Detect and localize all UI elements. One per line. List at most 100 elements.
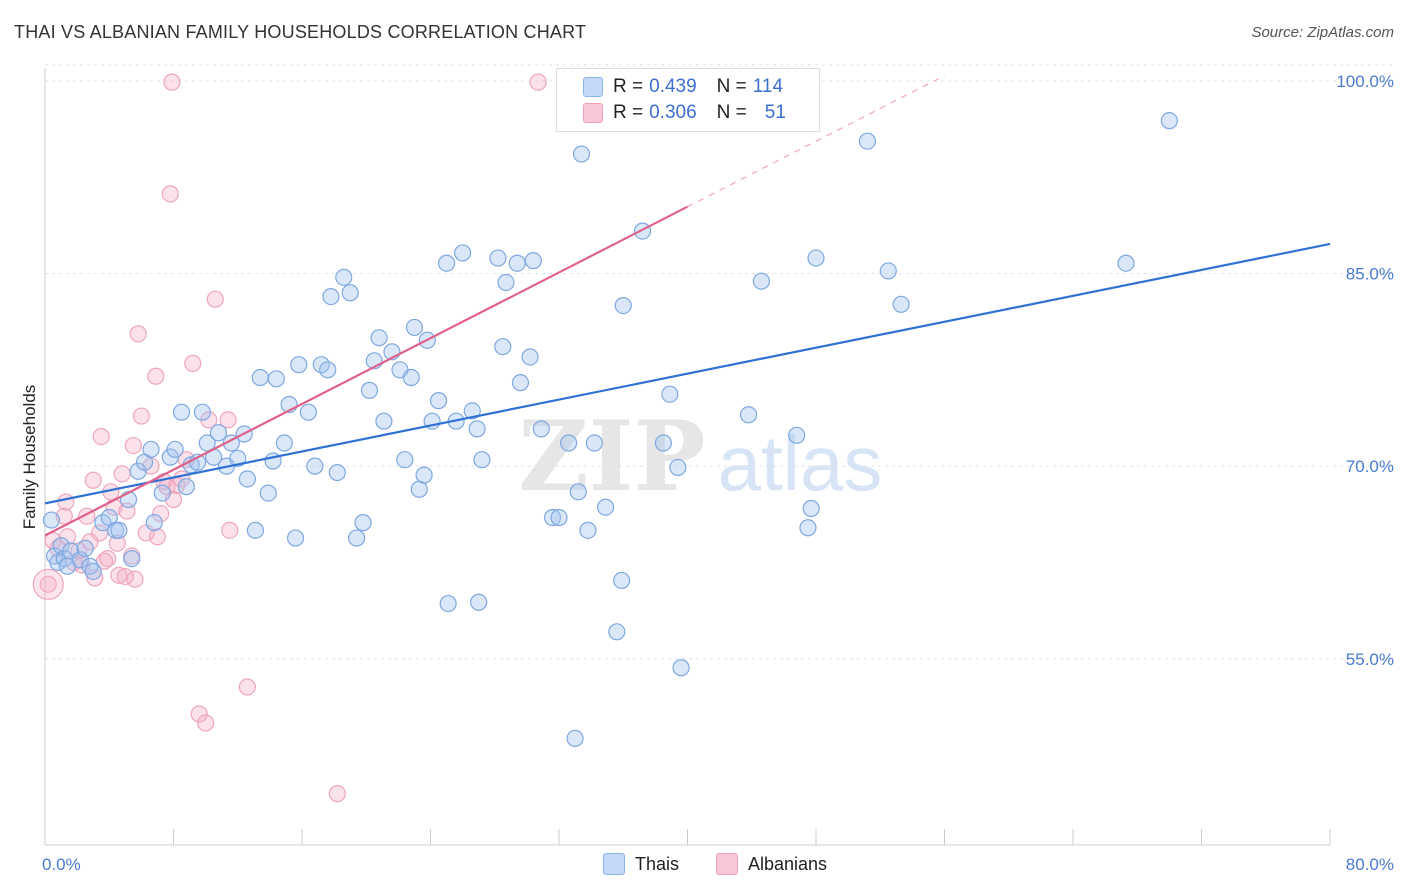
- thais-point: [238, 470, 256, 488]
- thais-point: [193, 403, 212, 421]
- thais-point: [497, 273, 515, 292]
- albanians-point: [184, 354, 202, 372]
- legend-item-thais: Thais: [603, 852, 679, 876]
- thais-point: [166, 440, 184, 459]
- r-value-thais: 0.439: [649, 76, 697, 97]
- albanians-point: [206, 290, 224, 308]
- thais-point: [145, 514, 163, 532]
- thais-point: [370, 329, 388, 347]
- albanians-point: [132, 407, 150, 425]
- albanians-point: [126, 570, 144, 588]
- thais-point: [341, 284, 359, 302]
- albanians-point: [238, 678, 256, 696]
- thais-point: [572, 145, 591, 163]
- thais-point: [84, 562, 102, 581]
- watermark-atlas: atlas: [718, 419, 883, 507]
- albanians-point: [328, 785, 346, 803]
- albanians-point: [529, 73, 547, 91]
- gridlines: [45, 64, 1393, 660]
- y-axis-label: Family Households: [20, 385, 39, 530]
- thais-point: [807, 249, 825, 267]
- thais-point: [405, 318, 424, 337]
- thais-trendline: [44, 242, 1331, 505]
- thais-point: [415, 466, 433, 484]
- albanians-trendline: [44, 205, 689, 537]
- thais-point: [290, 356, 308, 374]
- correlation-legend: R = 0.439 N = 114 R = 0.306 N = 51: [556, 68, 820, 132]
- thais-point: [81, 557, 99, 575]
- thais-point: [596, 498, 615, 516]
- r-label: R =: [613, 76, 644, 97]
- thais-point: [328, 463, 346, 482]
- n-label: N =: [716, 102, 747, 123]
- albanians-point: [39, 575, 57, 593]
- thais-point: [198, 434, 216, 452]
- albanians-legend-label: Albanians: [748, 853, 828, 874]
- thais-point: [473, 451, 491, 469]
- thais-point: [142, 440, 160, 459]
- thais-point: [614, 296, 632, 315]
- x-tick-max: 80.0%: [1346, 855, 1394, 874]
- albanians-point: [113, 465, 131, 483]
- albanians-point: [190, 705, 208, 723]
- thais-point: [454, 244, 472, 262]
- legend-item-albanians: Albanians: [716, 852, 827, 876]
- thais-point: [429, 392, 448, 410]
- albanians-legend-swatch: [716, 853, 738, 875]
- thais-point: [550, 508, 568, 527]
- thais-point: [1160, 112, 1178, 130]
- thais-point: [489, 249, 507, 267]
- albanians-point: [152, 505, 170, 523]
- thais-point: [524, 252, 542, 270]
- albanians-point: [99, 550, 117, 568]
- y-tick-label: 55.0%: [1346, 650, 1394, 669]
- thais-swatch: [583, 77, 603, 97]
- thais-point: [439, 594, 457, 613]
- albanians-point: [58, 528, 77, 546]
- albanians-point: [124, 436, 142, 455]
- y-tick-label: 70.0%: [1346, 457, 1394, 476]
- thais-point: [560, 434, 578, 452]
- r-value-albanians: 0.306: [649, 102, 697, 123]
- thais-point: [286, 529, 305, 547]
- thais-point: [879, 262, 897, 280]
- thais-point: [579, 521, 597, 539]
- thais-point: [153, 484, 171, 502]
- thais-point: [608, 623, 626, 641]
- y-tick-labels: 55.0% 70.0% 85.0% 100.0%: [1336, 72, 1394, 669]
- thais-point: [209, 424, 228, 442]
- n-value-thais: 114: [752, 76, 784, 97]
- thais-point: [543, 508, 562, 527]
- thais-point: [799, 519, 817, 537]
- thais-point: [42, 511, 61, 529]
- thais-point: [110, 521, 128, 539]
- albanians-point: [147, 367, 165, 385]
- thais-point: [494, 338, 512, 356]
- thais-point: [177, 478, 195, 496]
- thais-point: [613, 571, 631, 590]
- thais-point: [1117, 254, 1135, 272]
- albanians-point: [161, 185, 179, 203]
- thais-legend-label: Thais: [635, 853, 680, 874]
- albanians-point: [84, 471, 102, 489]
- thais-point: [275, 434, 293, 452]
- thais-point: [335, 268, 353, 286]
- thais-point: [468, 420, 486, 438]
- albanians-swatch: [583, 103, 603, 123]
- thais-point: [463, 402, 481, 420]
- thais-point: [511, 374, 530, 392]
- thais-point: [470, 593, 488, 611]
- albanians-point: [219, 411, 237, 429]
- thais-point: [752, 272, 770, 290]
- albanians-point: [55, 507, 73, 525]
- source-label: Source: ZipAtlas.com: [1251, 24, 1394, 41]
- y-tick-label: 85.0%: [1346, 264, 1394, 283]
- thais-point: [585, 434, 603, 452]
- thais-points: [42, 112, 1178, 748]
- n-label: N =: [716, 76, 747, 97]
- albanians-point-large: [32, 568, 64, 600]
- thais-point: [348, 529, 366, 547]
- albanians-trendline-extension: [687, 75, 945, 208]
- thais-point: [892, 295, 910, 313]
- n-value-albanians: 51: [764, 102, 786, 123]
